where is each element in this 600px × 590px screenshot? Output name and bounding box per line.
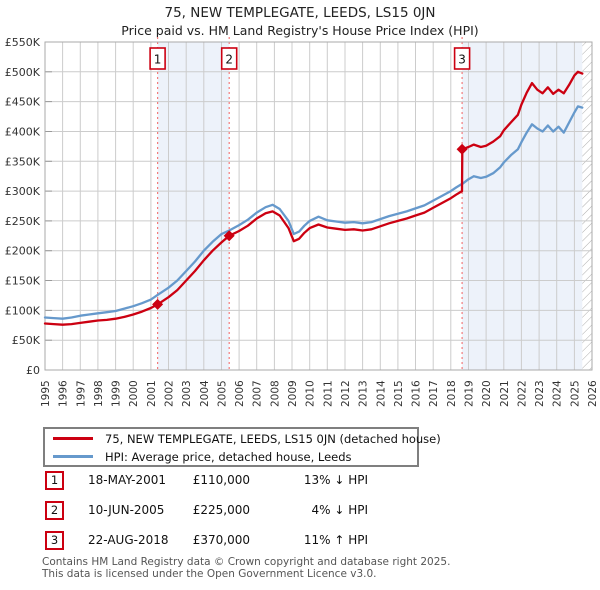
- svg-text:2017: 2017: [428, 380, 440, 407]
- svg-text:£500K: £500K: [5, 66, 41, 79]
- svg-text:2003: 2003: [181, 380, 193, 407]
- svg-text:1995: 1995: [40, 380, 52, 407]
- footer-line-1: Contains HM Land Registry data © Crown c…: [42, 556, 451, 568]
- svg-text:2019: 2019: [464, 380, 476, 407]
- svg-text:2008: 2008: [269, 380, 281, 407]
- svg-text:2001: 2001: [146, 380, 158, 407]
- transaction-hpi-delta: 13% ↓ HPI: [303, 473, 368, 487]
- svg-text:£350K: £350K: [5, 155, 41, 168]
- svg-text:2020: 2020: [481, 380, 493, 407]
- svg-text:2021: 2021: [499, 380, 511, 407]
- svg-text:2012: 2012: [340, 380, 352, 407]
- transaction-date: 22-AUG-2018: [88, 533, 169, 547]
- transaction-hpi-delta: 11% ↑ HPI: [303, 533, 368, 547]
- transaction-price: £370,000: [192, 533, 250, 547]
- transaction-date: 18-MAY-2001: [88, 473, 167, 487]
- transaction-date: 10-JUN-2005: [88, 503, 165, 517]
- svg-text:2007: 2007: [252, 380, 264, 407]
- transaction-number-badge: 3: [45, 531, 64, 550]
- legend-label-property: 75, NEW TEMPLEGATE, LEEDS, LS15 0JN (det…: [105, 431, 441, 446]
- svg-text:2018: 2018: [446, 380, 458, 407]
- property-line-swatch-icon: [53, 437, 93, 440]
- svg-text:2024: 2024: [552, 380, 564, 407]
- transaction-number-badge: 1: [45, 471, 64, 490]
- svg-text:2005: 2005: [217, 380, 229, 407]
- svg-text:1997: 1997: [75, 380, 87, 407]
- svg-text:£200K: £200K: [5, 245, 41, 258]
- hpi-line-swatch-icon: [53, 455, 93, 458]
- svg-text:£100K: £100K: [5, 304, 41, 317]
- svg-text:2000: 2000: [128, 380, 140, 407]
- transaction-price: £110,000: [192, 473, 250, 487]
- svg-text:2026: 2026: [587, 380, 599, 407]
- svg-text:2009: 2009: [287, 380, 299, 407]
- svg-text:2016: 2016: [411, 380, 423, 407]
- svg-text:1999: 1999: [111, 380, 123, 407]
- svg-text:2002: 2002: [164, 380, 176, 407]
- transaction-row: 2 10-JUN-2005 £225,000 4% ↓ HPI: [0, 501, 600, 521]
- svg-text:2025: 2025: [569, 380, 581, 407]
- page-title: 75, NEW TEMPLEGATE, LEEDS, LS15 0JN: [164, 5, 436, 21]
- transaction-row: 3 22-AUG-2018 £370,000 11% ↑ HPI: [0, 531, 600, 551]
- svg-text:2011: 2011: [322, 380, 334, 407]
- svg-text:1998: 1998: [93, 380, 105, 407]
- legend-label-hpi: HPI: Average price, detached house, Leed…: [105, 449, 352, 464]
- price-chart: £0 £50K £100K £150K £200K £250K £300K £350K £400…: [5, 36, 599, 407]
- svg-text:2015: 2015: [393, 380, 405, 407]
- legend-item-hpi: HPI: Average price, detached house, Leed…: [45, 448, 417, 465]
- svg-text:£250K: £250K: [5, 215, 41, 228]
- svg-text:3: 3: [458, 53, 466, 67]
- transaction-price: £225,000: [192, 503, 250, 517]
- svg-text:£550K: £550K: [5, 36, 41, 49]
- svg-text:£50K: £50K: [12, 334, 41, 347]
- svg-text:2: 2: [225, 53, 233, 67]
- svg-text:2013: 2013: [358, 380, 370, 407]
- footer-copyright: Contains HM Land Registry data © Crown c…: [42, 556, 451, 580]
- svg-text:2004: 2004: [199, 380, 211, 407]
- legend: 75, NEW TEMPLEGATE, LEEDS, LS15 0JN (det…: [43, 427, 441, 467]
- svg-text:2006: 2006: [234, 380, 246, 407]
- page-subtitle: Price paid vs. HM Land Registry's House …: [121, 23, 479, 38]
- svg-text:£0: £0: [26, 364, 40, 377]
- svg-text:£150K: £150K: [5, 275, 41, 288]
- transaction-number-badge: 2: [45, 501, 64, 520]
- footer-line-2: This data is licensed under the Open Gov…: [42, 567, 377, 580]
- svg-text:£300K: £300K: [5, 185, 41, 198]
- svg-text:1996: 1996: [58, 380, 70, 407]
- svg-text:2014: 2014: [375, 380, 387, 407]
- transaction-hpi-delta: 4% ↓ HPI: [311, 503, 368, 517]
- svg-text:1: 1: [154, 53, 162, 67]
- svg-text:£450K: £450K: [5, 96, 41, 109]
- svg-text:2022: 2022: [516, 380, 528, 407]
- svg-text:2023: 2023: [534, 380, 546, 407]
- svg-text:£400K: £400K: [5, 126, 41, 139]
- svg-text:2010: 2010: [305, 380, 317, 407]
- legend-item-property: 75, NEW TEMPLEGATE, LEEDS, LS15 0JN (det…: [45, 430, 441, 447]
- transaction-row: 1 18-MAY-2001 £110,000 13% ↓ HPI: [0, 471, 600, 491]
